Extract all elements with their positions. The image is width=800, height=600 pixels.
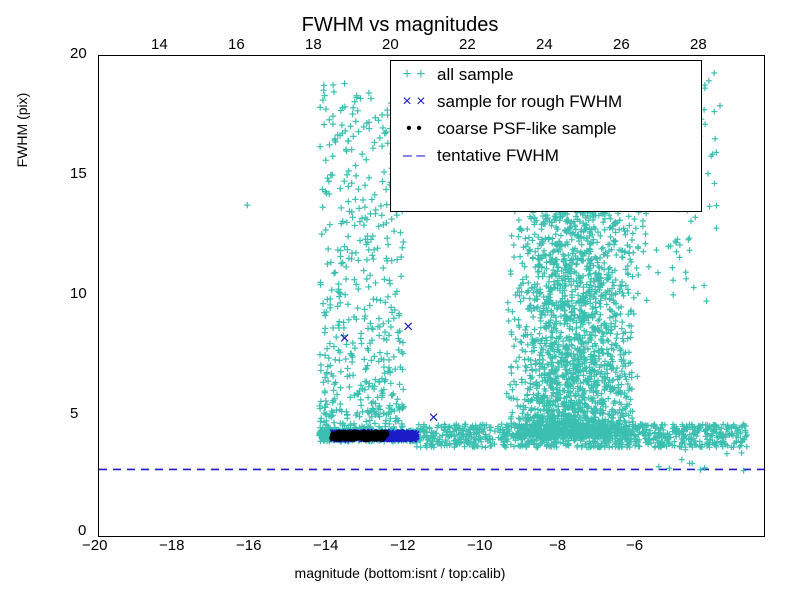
top-tick-22: 22 bbox=[459, 36, 476, 53]
legend-entry-psf-like: • • coarse PSF-like sample bbox=[391, 115, 701, 142]
top-tick-16: 16 bbox=[228, 36, 245, 53]
top-tick-24: 24 bbox=[536, 36, 553, 53]
bottom-tick-neg16: −16 bbox=[236, 537, 261, 554]
chart-container: FWHM vs magnitudes 14 16 18 20 22 24 26 … bbox=[0, 0, 800, 600]
legend-label-all-sample: all sample bbox=[437, 65, 524, 85]
legend-label-rough-fwhm: sample for rough FWHM bbox=[437, 92, 632, 112]
legend-entry-rough-fwhm: × × sample for rough FWHM bbox=[391, 88, 701, 115]
y-tick-5: 5 bbox=[70, 405, 78, 422]
bottom-tick-neg14: −14 bbox=[313, 537, 338, 554]
bottom-tick-neg18: −18 bbox=[159, 537, 184, 554]
y-axis-title: FWHM (pix) bbox=[14, 30, 30, 230]
top-tick-26: 26 bbox=[613, 36, 630, 53]
bottom-tick-neg8: −8 bbox=[549, 537, 566, 554]
y-tick-20: 20 bbox=[70, 45, 87, 62]
dashed-line-icon: – – bbox=[391, 147, 437, 165]
x-axis-title: magnitude (bottom:isnt / top:calib) bbox=[0, 565, 800, 581]
bottom-tick-neg10: −10 bbox=[467, 537, 492, 554]
top-tick-14: 14 bbox=[151, 36, 168, 53]
legend-label-tentative-fwhm: tentative FWHM bbox=[437, 146, 569, 166]
chart-title: FWHM vs magnitudes bbox=[0, 14, 800, 37]
top-tick-20: 20 bbox=[382, 36, 399, 53]
x-icon: × × bbox=[391, 93, 437, 111]
cross-icon: + + bbox=[391, 66, 437, 84]
legend-entry-tentative-fwhm: – – tentative FWHM bbox=[391, 142, 701, 169]
legend-label-psf-like: coarse PSF-like sample bbox=[437, 119, 627, 139]
legend-box: + + all sample × × sample for rough FWHM… bbox=[390, 60, 702, 212]
top-tick-28: 28 bbox=[690, 36, 707, 53]
bottom-tick-neg12: −12 bbox=[390, 537, 415, 554]
bottom-tick-neg6: −6 bbox=[626, 537, 643, 554]
y-tick-15: 15 bbox=[70, 165, 87, 182]
y-tick-10: 10 bbox=[70, 285, 87, 302]
top-tick-18: 18 bbox=[305, 36, 322, 53]
bottom-tick-neg20: −20 bbox=[82, 537, 107, 554]
legend-entry-all-sample: + + all sample bbox=[391, 61, 701, 88]
dot-icon: • • bbox=[391, 120, 437, 138]
y-tick-0: 0 bbox=[78, 522, 86, 539]
